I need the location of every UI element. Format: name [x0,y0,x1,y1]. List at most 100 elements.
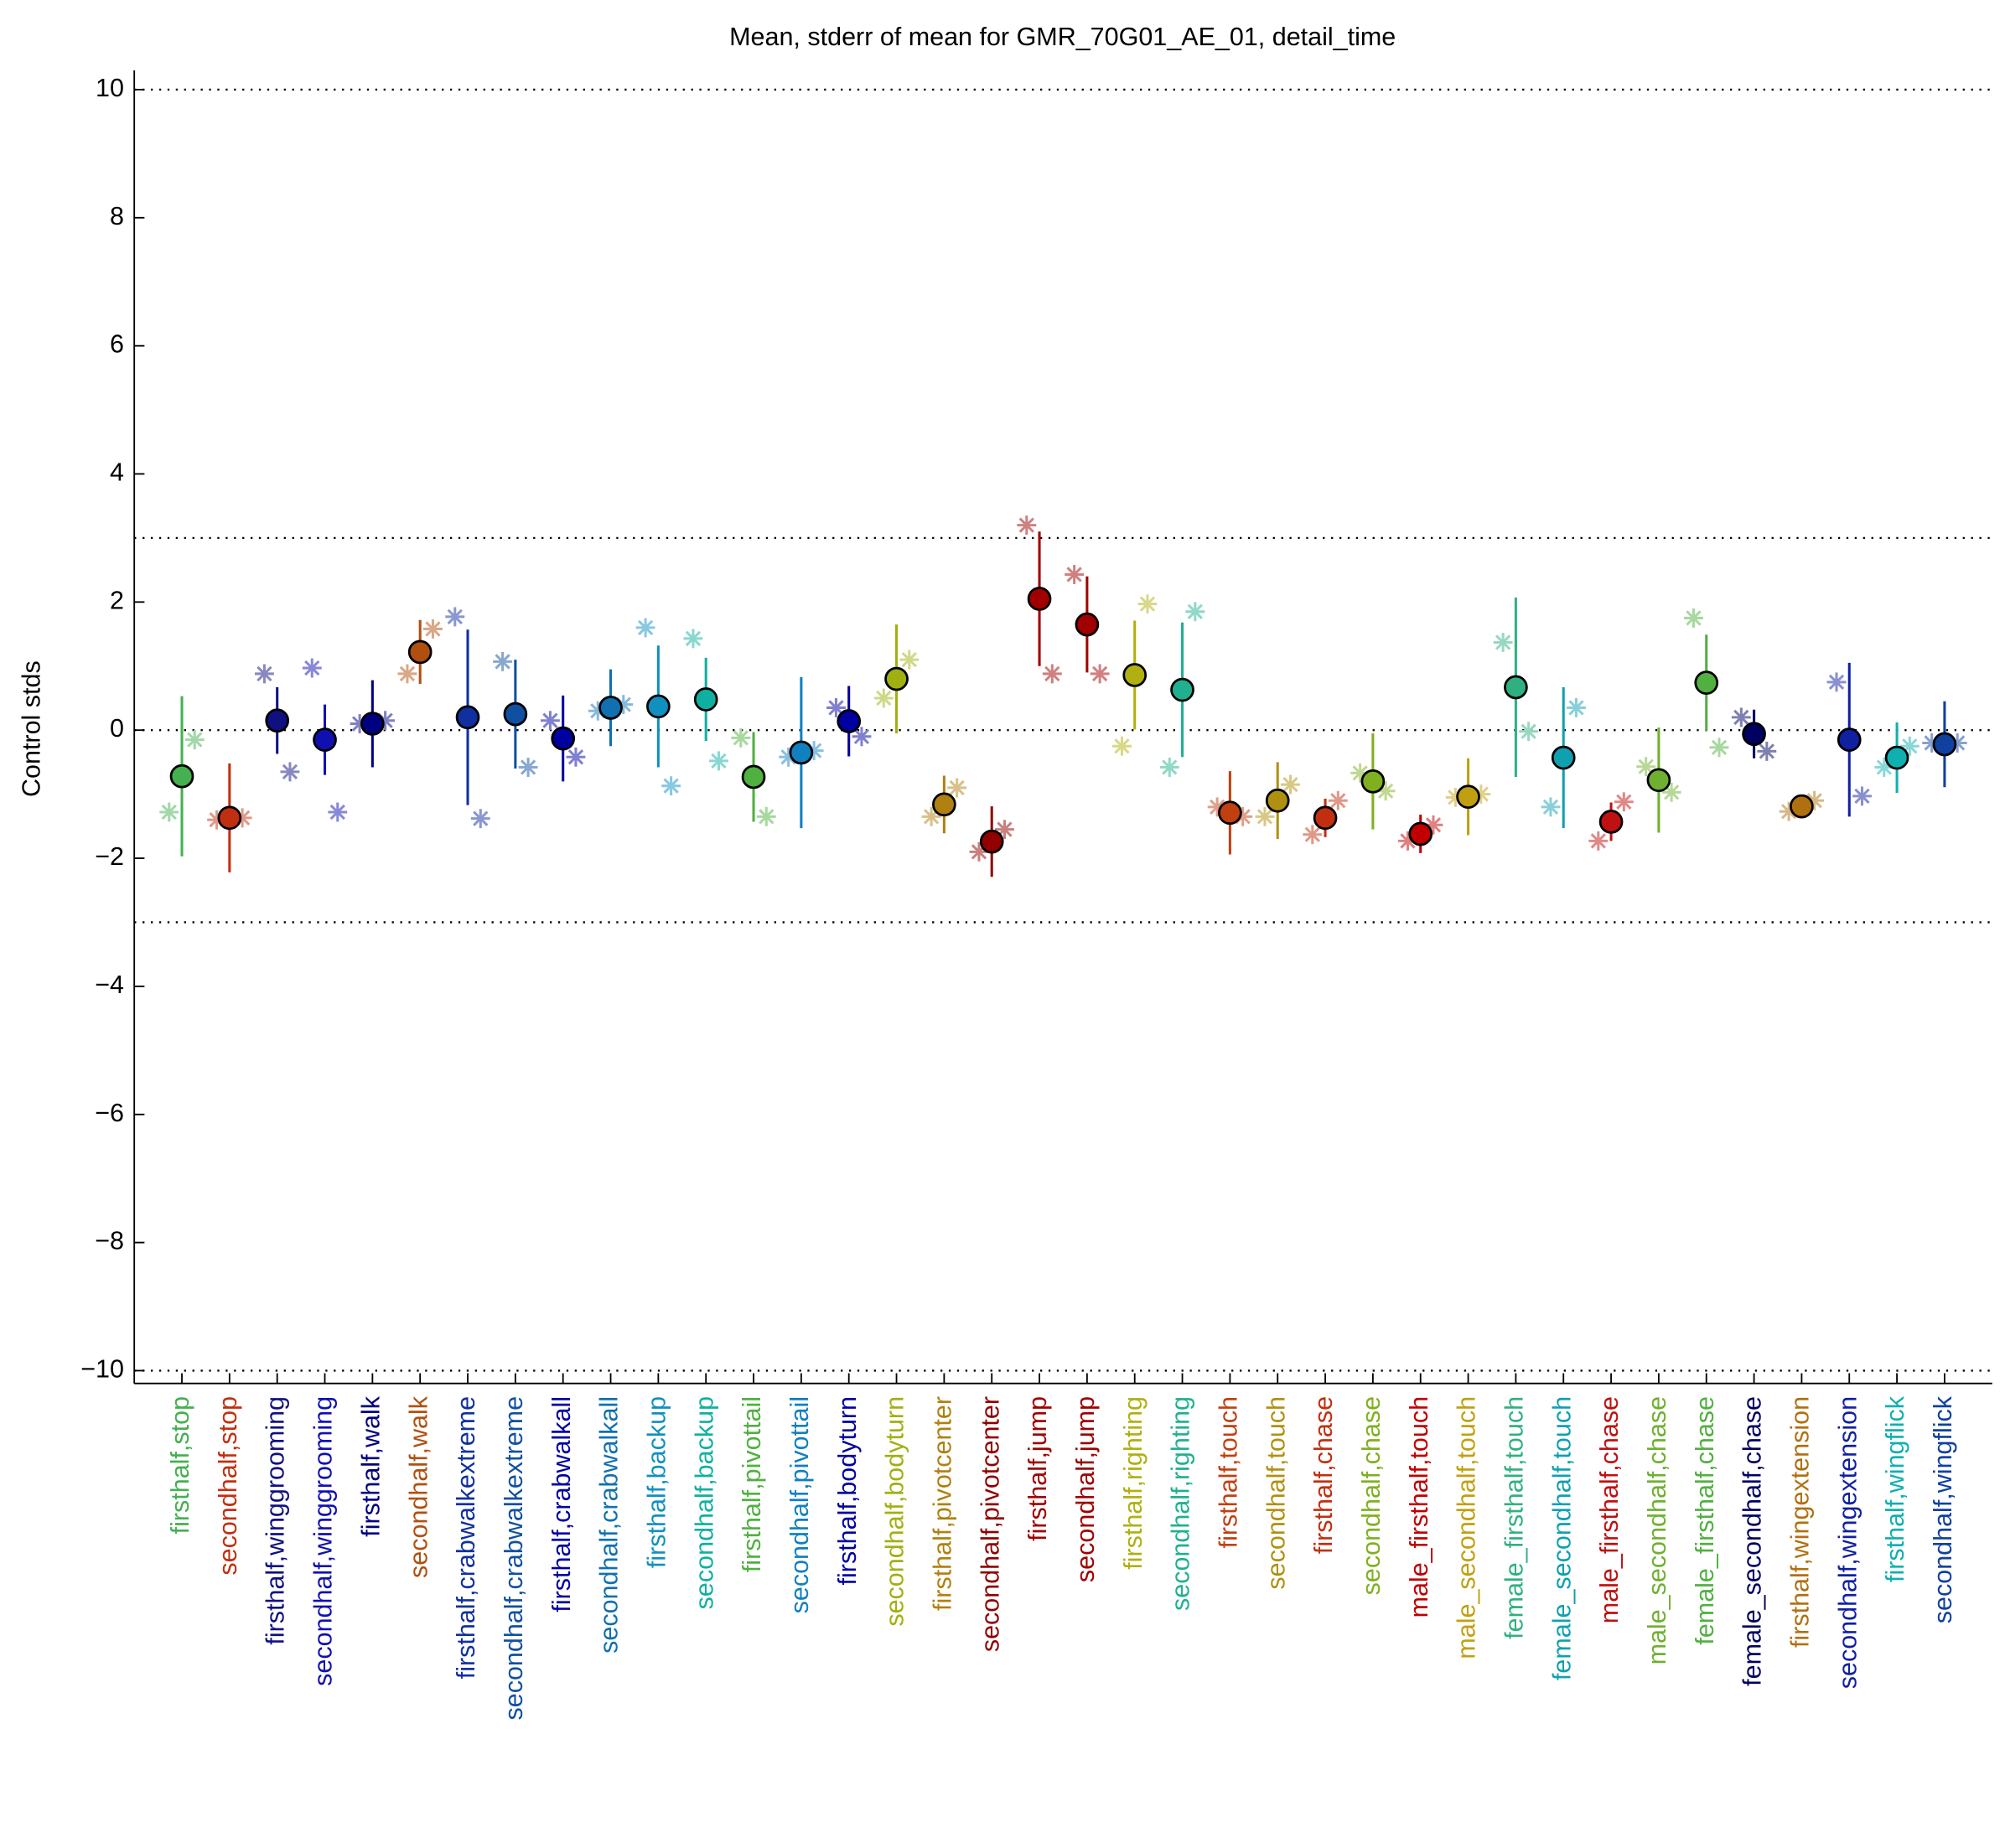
asterisk-stroke [1686,610,1702,626]
x-tick-label: secondhalf,stop [214,1396,242,1576]
asterisk-stroke [1495,634,1511,650]
left-point [1112,736,1132,756]
x-tick-label: secondhalf,crabwalkextreme [500,1396,528,1721]
right-point [423,619,443,639]
left-point [1636,757,1656,777]
x-tick-label: male_firsthalf,chase [1595,1396,1624,1623]
asterisk-stroke [1066,567,1082,582]
left-point [1684,608,1703,628]
mean-marker [1075,612,1100,637]
x-tick-label: female_firsthalf,touch [1500,1396,1528,1639]
x-tick-label: female_secondhalf,touch [1547,1396,1576,1680]
mean-marker [1837,727,1862,752]
y-tick-label: 2 [110,586,124,614]
asterisk-stroke [1352,765,1368,781]
x-tick-label: secondhalf,bodyturn [881,1396,909,1627]
right-point [661,776,681,796]
asterisk-stroke [1044,665,1060,682]
mean-marker [1265,788,1290,813]
mean-marker [551,726,576,751]
asterisk-stroke [1663,784,1680,800]
mean-marker [1122,663,1148,687]
mean-marker [1790,794,1814,819]
y-tick-label: −8 [95,1227,124,1255]
mean-marker [693,687,718,712]
x-tick-label: firsthalf,pivotcenter [928,1396,956,1611]
mean-marker [1694,670,1719,695]
y-tick-label: −10 [80,1354,124,1383]
asterisk-stroke [1542,799,1559,815]
x-tick-label: firsthalf,crabwalkextreme [452,1396,480,1679]
x-tick-label: firsthalf,backup [642,1396,671,1568]
mean-marker [1504,675,1528,700]
left-point [302,658,322,678]
x-tick-label: secondhalf,touch [1262,1396,1290,1590]
mean-marker [1742,722,1766,747]
y-tick-label: −6 [95,1099,124,1127]
mean-marker [1218,800,1242,826]
asterisk-stroke [1330,793,1346,809]
asterisk-stroke [828,700,844,716]
right-point [1281,774,1300,795]
mean-marker [646,694,671,719]
left-point [1255,806,1275,826]
mean-marker [313,727,337,752]
y-tick-label: −4 [95,971,124,999]
asterisk-stroke [447,608,463,625]
x-tick-label: firsthalf,jump [1023,1396,1052,1541]
left-point [683,629,703,649]
y-tick-label: 4 [110,458,124,487]
x-tick-label: secondhalf,chase [1357,1396,1386,1595]
right-point [1328,790,1348,810]
chart-title: Mean, stderr of mean for GMR_70G01_AE_01… [729,23,1396,51]
left-point [1826,672,1847,692]
right-point [1519,722,1539,742]
x-tick-label: firsthalf,pivottail [738,1396,766,1572]
x-tick-label: firsthalf,wingextension [1785,1396,1814,1648]
mean-marker [932,792,956,817]
x-tick-label: secondhalf,crabwalkall [595,1396,624,1654]
asterisk-stroke [1018,517,1034,533]
x-tick-label: secondhalf,righting [1167,1396,1195,1611]
asterisk-stroke [685,630,702,647]
left-point [1017,515,1037,536]
asterisk-stroke [542,712,558,728]
asterisk-stroke [1377,783,1394,799]
x-tick-label: firsthalf,winggrooming [262,1396,290,1645]
x-tick-label: female_secondhalf,chase [1738,1396,1767,1686]
asterisk-stroke [1828,674,1845,691]
mean-marker [979,829,1004,854]
x-tick-label: firsthalf,touch [1214,1396,1242,1548]
left-point [1493,633,1513,652]
asterisk-stroke [1114,738,1130,754]
mean-marker [169,764,194,789]
asterisk-stroke [304,660,320,676]
right-point [518,758,538,777]
x-tick-label: secondhalf,winggrooming [309,1396,338,1686]
left-point [1065,565,1085,584]
asterisk-stroke [1091,665,1108,682]
asterisk-stroke [1282,776,1298,793]
x-tick-label: male_secondhalf,chase [1643,1396,1671,1664]
mean-marker [789,740,814,765]
x-tick-label: firsthalf,righting [1119,1396,1148,1570]
x-tick-label: firsthalf,bodyturn [833,1396,862,1585]
asterisk-stroke [637,619,654,636]
asterisk-stroke [399,665,416,682]
y-tick-label: 6 [110,330,124,359]
asterisk-stroke [1256,809,1273,825]
y-tick-label: 8 [110,202,124,230]
right-point [1185,602,1205,622]
mean-marker [217,805,242,831]
mean-marker [1932,732,1957,757]
asterisk-stroke [1711,739,1728,755]
x-tick-label: secondhalf,jump [1071,1396,1100,1582]
right-point [756,806,776,826]
asterisk-stroke [949,779,965,796]
asterisk-stroke [425,621,441,637]
right-point [947,778,967,798]
left-point [254,664,274,684]
asterisk-stroke [329,804,345,820]
asterisk-stroke [1733,709,1749,726]
left-point [493,651,513,671]
